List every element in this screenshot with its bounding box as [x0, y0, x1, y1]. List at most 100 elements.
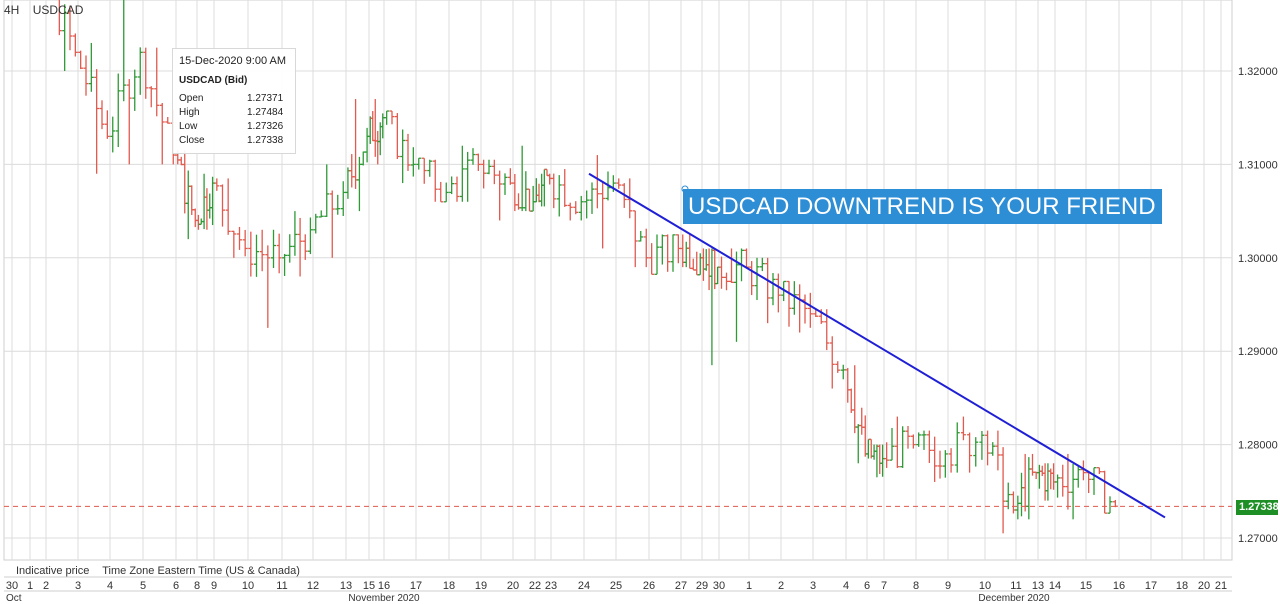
- x-tick-label: 19: [475, 580, 487, 592]
- x-tick-label: 18: [443, 580, 455, 592]
- ohlc-bar: [921, 430, 927, 450]
- x-tick-label: 18: [1176, 580, 1188, 592]
- x-tick-label: 17: [1145, 580, 1157, 592]
- ohlc-bar: [94, 69, 100, 174]
- ohlc-bar: [297, 217, 303, 277]
- ohlc-bar: [470, 148, 476, 165]
- ohlc-bar: [960, 416, 966, 441]
- tooltip-value: 1.27484: [247, 107, 284, 118]
- ohlc-bar: [791, 281, 797, 315]
- ohlc-bar: [638, 230, 644, 242]
- ohlc-bar: [759, 257, 765, 272]
- ohlc-bar: [835, 361, 841, 373]
- y-tick-label: 1.30000: [1238, 253, 1278, 265]
- tooltip-label: High: [179, 107, 200, 118]
- ohlc-bar: [389, 110, 395, 125]
- x-tick-label: 22: [529, 580, 541, 592]
- ohlc-bar: [438, 181, 444, 203]
- ohlc-bar: [225, 178, 231, 235]
- downtrend-line: [588, 172, 1166, 519]
- ohlc-bar: [942, 450, 948, 478]
- ohlc-bar: [1107, 496, 1113, 514]
- ohlc-bar: [126, 79, 132, 165]
- ohlc-bar: [594, 155, 600, 209]
- tooltip-datetime: 15-Dec-2020 9:00 AM: [179, 55, 287, 67]
- ohlc-bar: [905, 425, 911, 449]
- ohlc-bar: [926, 430, 932, 463]
- ohlc-bar: [324, 164, 330, 217]
- x-tick-label: 16: [378, 580, 390, 592]
- ohlc-bar: [729, 248, 734, 284]
- ohlc-bar: [954, 422, 960, 473]
- x-tick-label: 13: [1032, 580, 1044, 592]
- ohlc-bar: [654, 234, 660, 275]
- x-tick-label: 6: [173, 580, 179, 592]
- x-tick-label: 1: [746, 580, 752, 592]
- ohlc-bar: [589, 182, 595, 214]
- ohlc-bar: [995, 430, 1001, 471]
- ohlc-bar: [307, 217, 313, 255]
- ohlc-bar: [292, 211, 298, 256]
- ohlc-bar: [948, 448, 954, 473]
- x-tick-label: 25: [610, 580, 622, 592]
- ohlc-bar: [502, 173, 508, 195]
- ohlc-bar: [1000, 447, 1006, 534]
- ohlc-bar: [78, 50, 84, 70]
- ohlc-bar: [465, 151, 471, 202]
- ohlc-bar: [432, 159, 438, 202]
- ohlc-bar: [318, 210, 324, 218]
- x-tick-label: 30: [6, 580, 18, 592]
- ohlc-bar: [665, 234, 671, 272]
- ohlc-bar: [148, 86, 154, 108]
- x-tick-label: 11: [276, 580, 287, 592]
- ohlc-bar: [894, 416, 900, 468]
- x-tick-label: 3: [810, 580, 816, 592]
- x-tick-label: 1: [27, 580, 33, 592]
- ohlc-bar: [724, 272, 729, 291]
- ohlc-bar: [214, 178, 220, 191]
- ohlc-bar: [884, 442, 890, 468]
- ohlc-bar: [104, 110, 110, 139]
- x-tick-label: 27: [675, 580, 687, 592]
- ohlc-bar: [254, 234, 259, 277]
- ohlc-bar: [497, 170, 503, 221]
- ohlc-bar: [643, 228, 649, 268]
- x-tick-label: 5: [140, 580, 146, 592]
- ohlc-bar: [1060, 464, 1066, 497]
- annotation-label[interactable]: USDCAD DOWNTREND IS YOUR FRIEND: [683, 189, 1162, 224]
- x-tick-label: 15: [363, 580, 375, 592]
- x-tick-label: 16: [1113, 580, 1125, 592]
- ohlc-bar: [454, 176, 460, 202]
- ohlc-bar: [271, 229, 276, 269]
- x-tick-label: 8: [913, 580, 919, 592]
- x-tick-label: 15: [1080, 580, 1092, 592]
- price-type-label: Indicative price: [16, 565, 90, 577]
- ohlc-bar: [99, 100, 105, 130]
- x-tick-label: 7: [881, 580, 887, 592]
- ohlc-bar: [765, 257, 771, 324]
- x-month-label: Oct: [6, 593, 22, 604]
- ohlc-bar: [110, 116, 116, 153]
- ohlc-bar: [259, 229, 265, 272]
- x-tick-label: 10: [242, 580, 254, 592]
- ohlc-bar: [62, 4, 68, 71]
- ohlc-bar: [481, 159, 487, 189]
- ohlc-bar: [659, 234, 665, 265]
- tooltip-symbol: USDCAD (Bid): [179, 75, 248, 86]
- ohlc-bar: [649, 243, 655, 275]
- symbol-header: 4H USDCAD: [4, 3, 93, 17]
- x-tick-label: 2: [778, 580, 784, 592]
- ohlc-tooltip: 15-Dec-2020 9:00 AM USDCAD (Bid) Open 1.…: [172, 48, 296, 154]
- ohlc-bar: [985, 430, 991, 466]
- ohlc-bar: [72, 33, 78, 57]
- ohlc-bar: [807, 292, 813, 328]
- ohlc-bar: [265, 245, 271, 328]
- ohlc-bar: [302, 234, 308, 260]
- x-tick-label: 20: [1198, 580, 1210, 592]
- ohlc-bar: [770, 273, 776, 306]
- ohlc-bar: [237, 226, 242, 250]
- ohlc-bar: [384, 110, 390, 125]
- ohlc-bar: [1065, 453, 1071, 510]
- ohlc-bar: [967, 432, 973, 473]
- ohlc-bar: [313, 213, 319, 234]
